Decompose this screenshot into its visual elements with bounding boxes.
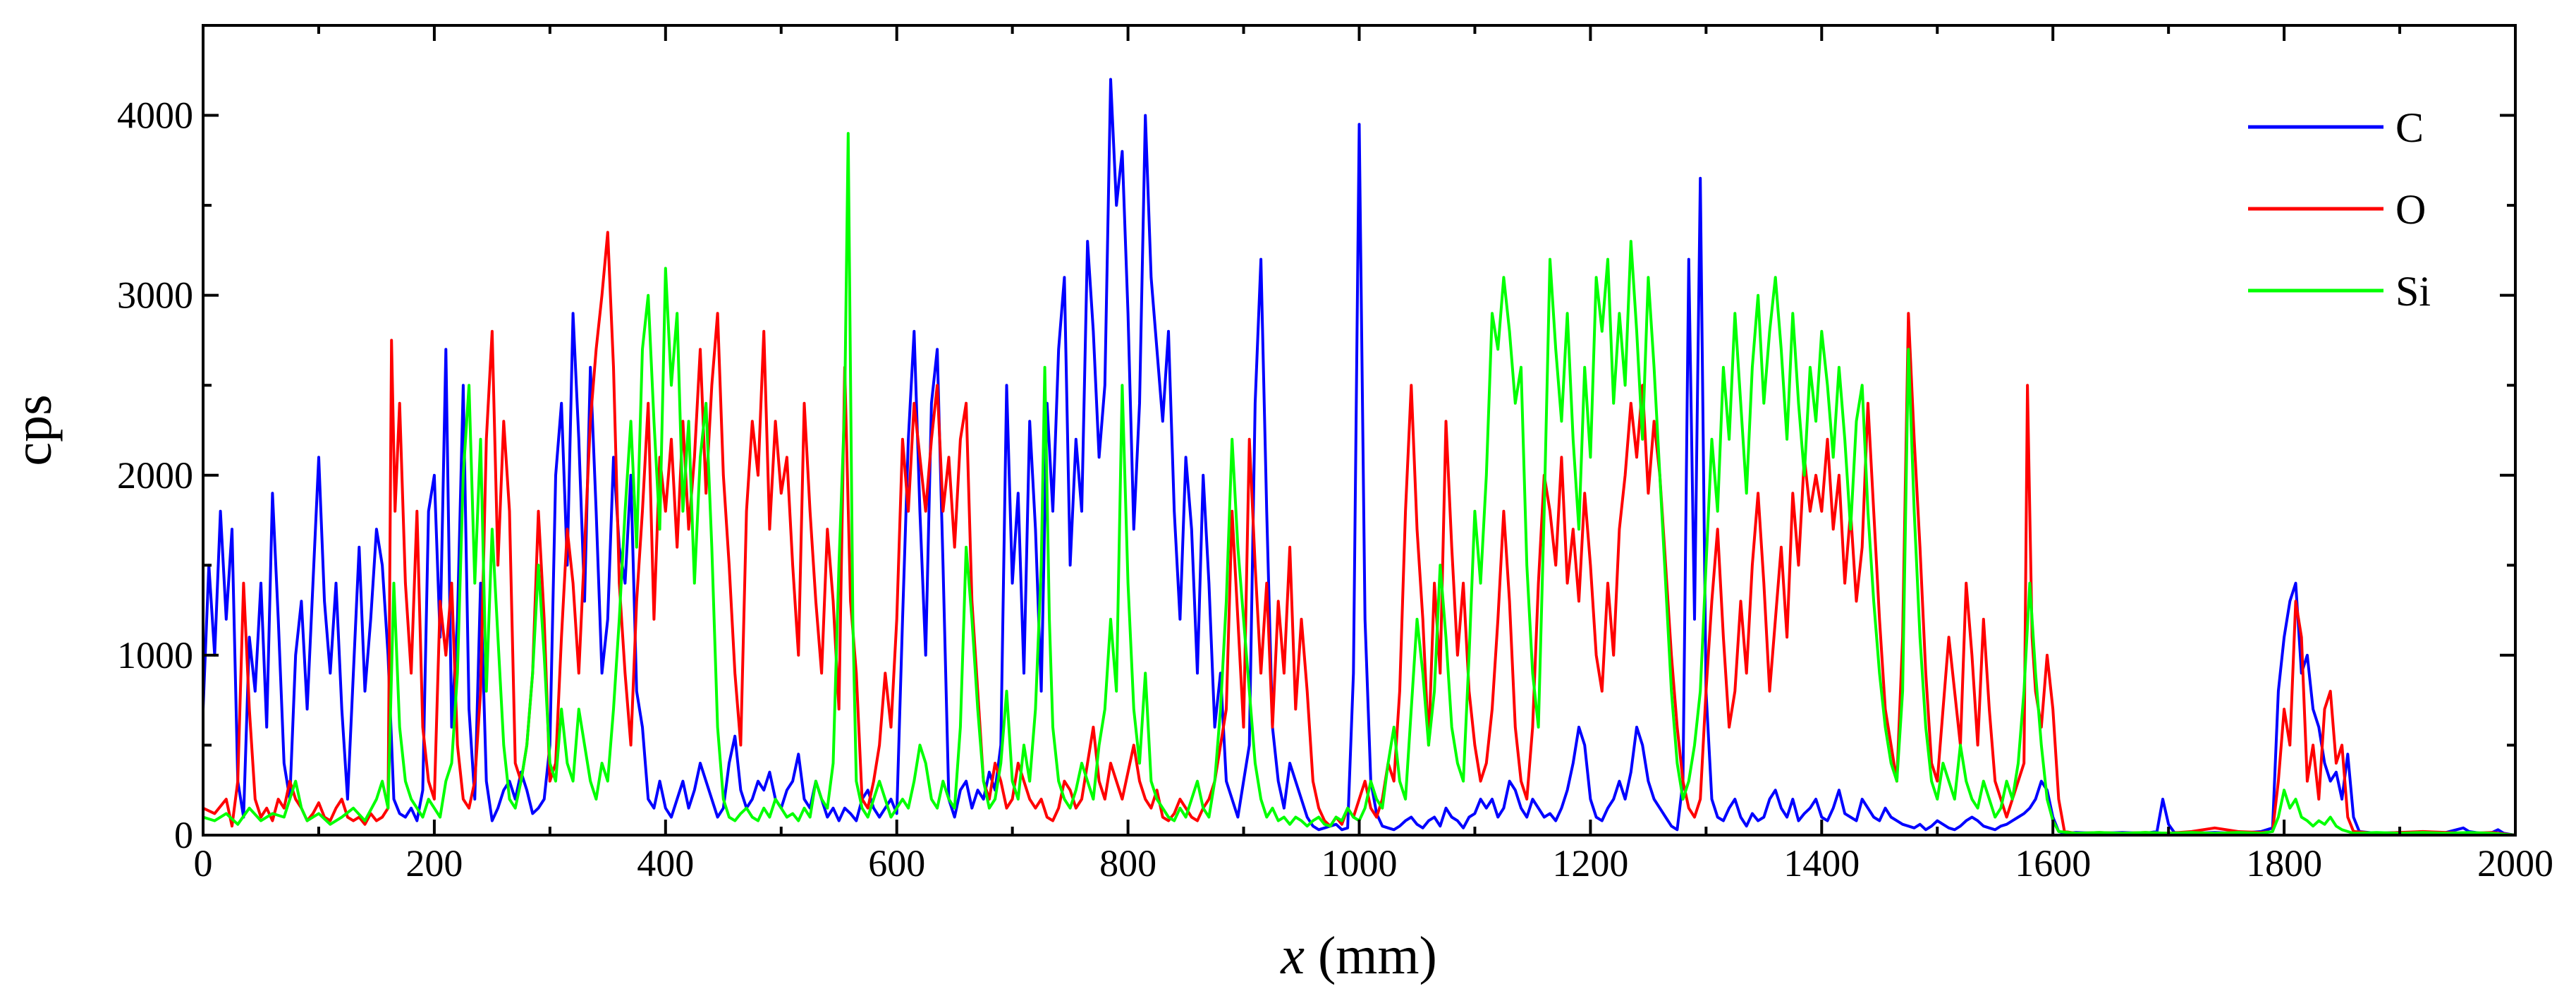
x-tick-label: 1600 xyxy=(2015,842,2091,885)
x-axis-label: x (mm) xyxy=(1280,926,1437,985)
series-line-c xyxy=(203,78,2515,835)
ticks-layer: 0 200 400 600 800 1000 1200 1400 1600 1800 2000 0 10… xyxy=(117,25,2553,885)
x-tick-label: 200 xyxy=(405,842,463,885)
y-tick-label: 4000 xyxy=(117,95,193,137)
y-axis-label: cps xyxy=(4,394,63,466)
x-tick-label: 0 xyxy=(194,842,213,885)
x-axis-unit: (mm) xyxy=(1305,926,1437,985)
legend-label-si: Si xyxy=(2395,268,2431,315)
legend: CO Si xyxy=(2248,104,2431,315)
x-tick-label: 1400 xyxy=(1783,842,1860,885)
y-tick-label: 3000 xyxy=(117,274,193,317)
x-tick-label: 800 xyxy=(1099,842,1156,885)
x-tick-label: 2000 xyxy=(2477,842,2553,885)
y-tick-label: 2000 xyxy=(117,454,193,497)
x-tick-label: 1800 xyxy=(2246,842,2322,885)
y-tick-label: 0 xyxy=(174,814,193,856)
series-layer xyxy=(203,78,2515,835)
x-axis-variable: x xyxy=(1280,926,1305,985)
x-tick-label: 1000 xyxy=(1321,842,1398,885)
x-tick-label: 600 xyxy=(868,842,925,885)
x-tick-label: 400 xyxy=(637,842,694,885)
x-tick-label: 1200 xyxy=(1552,842,1628,885)
legend-label-o: O xyxy=(2395,186,2426,233)
legend-label-c: C xyxy=(2395,104,2424,151)
y-tick-label: 1000 xyxy=(117,634,193,676)
series-line-si xyxy=(203,132,2515,835)
